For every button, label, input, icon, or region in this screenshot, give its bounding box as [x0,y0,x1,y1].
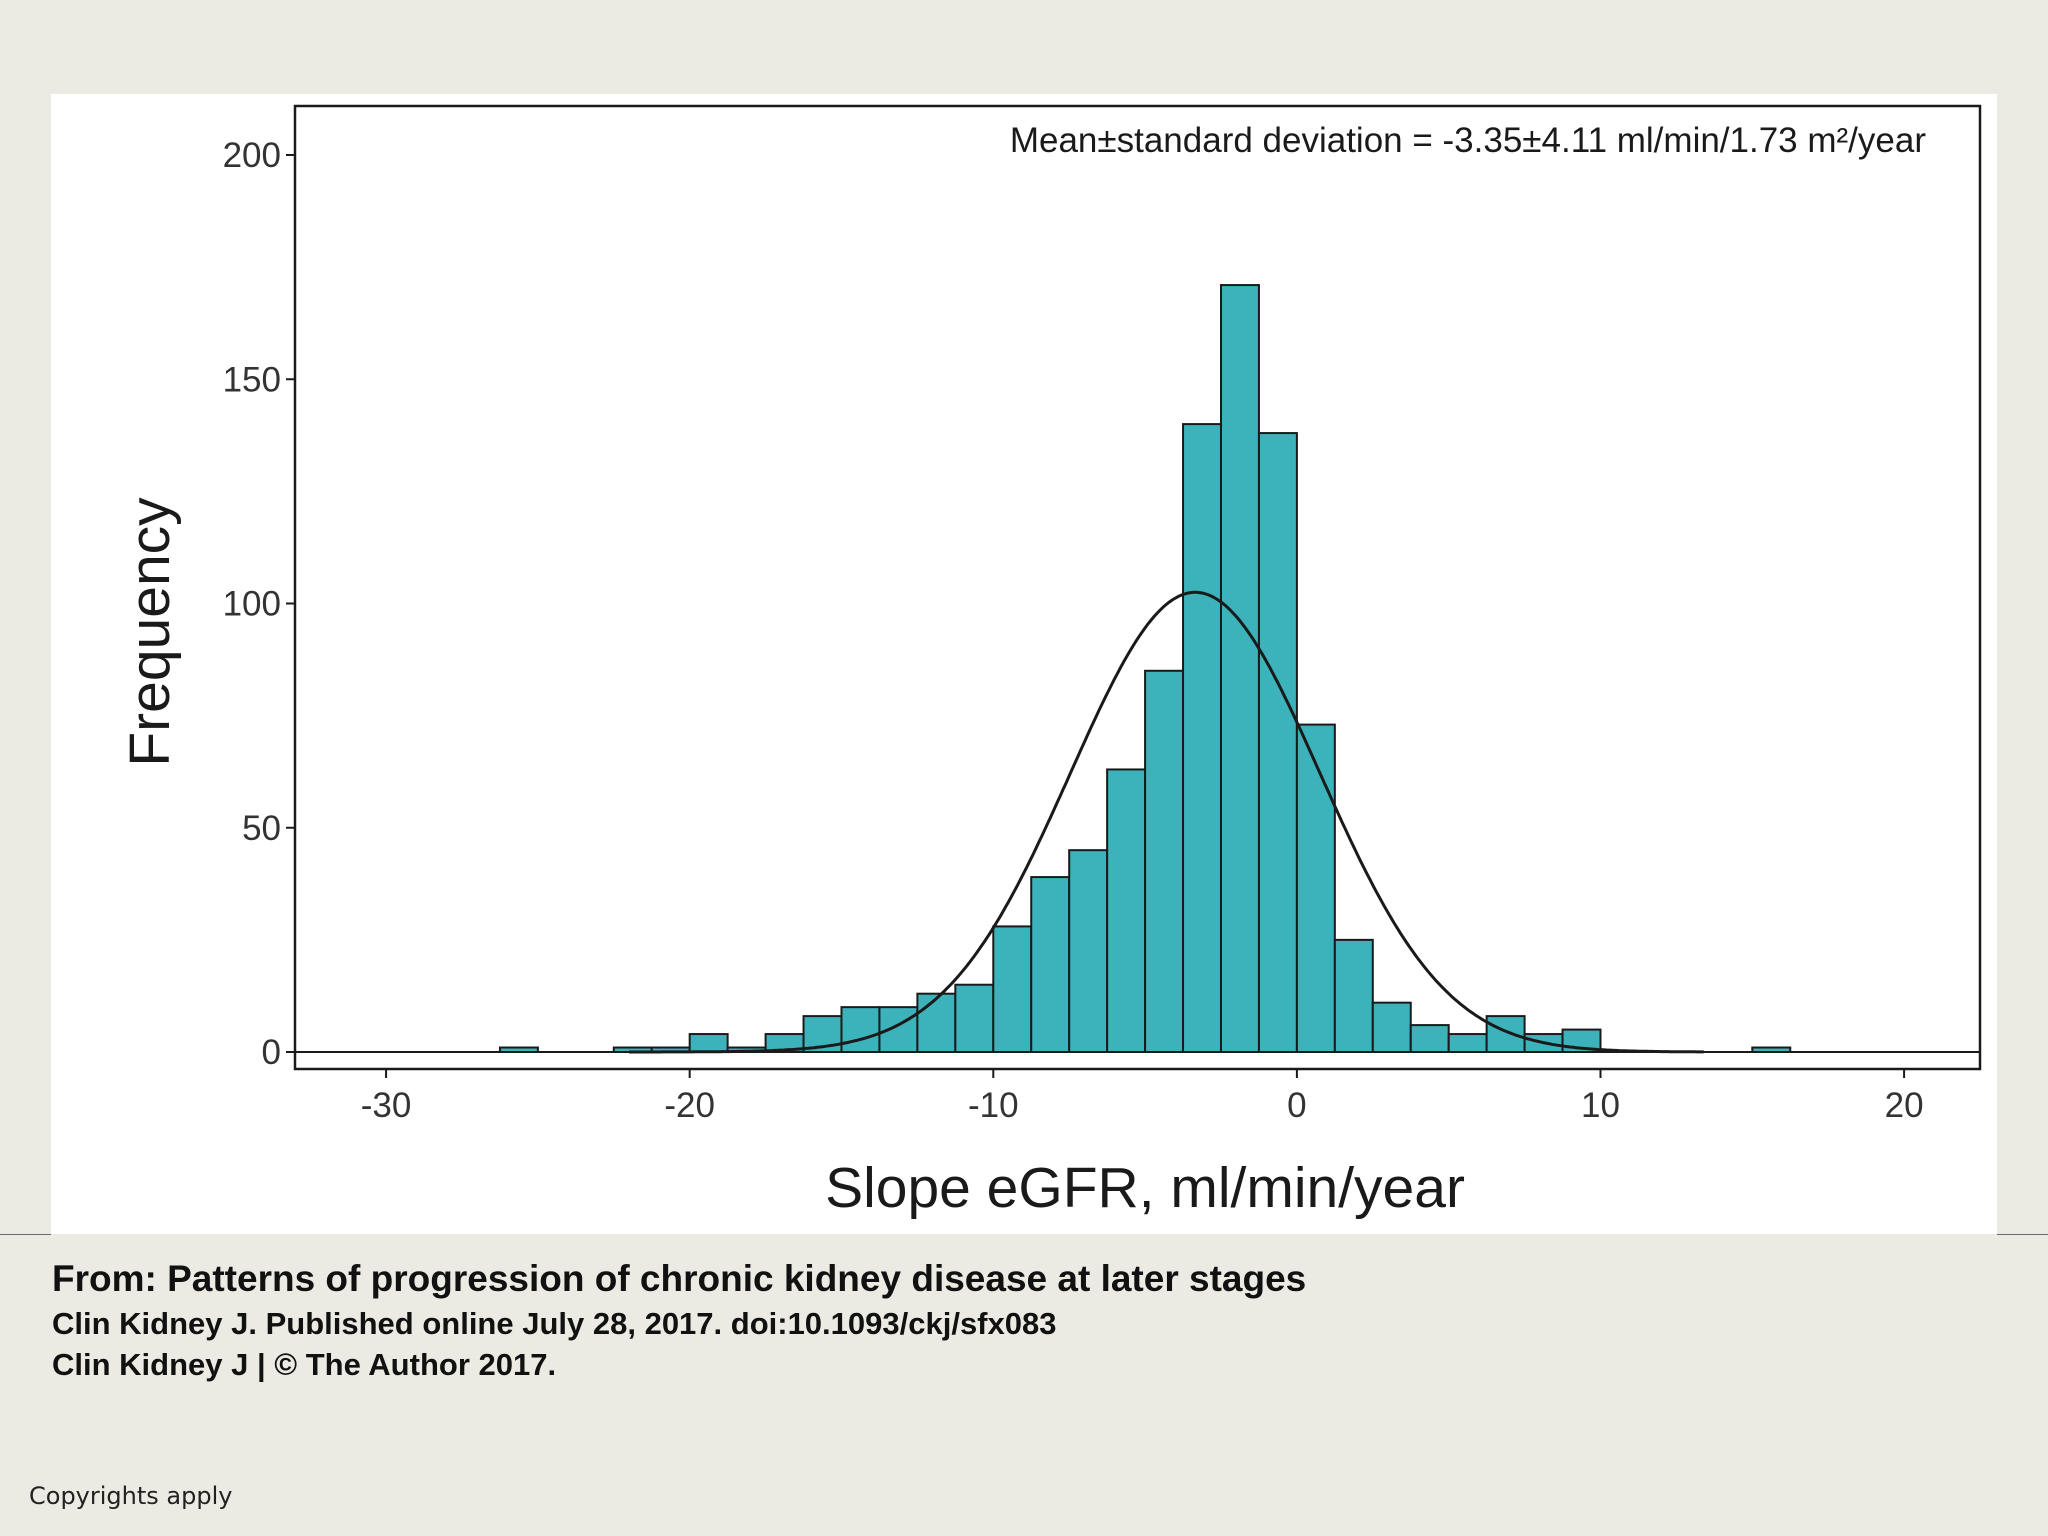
caption-rights: Clin Kidney J | © The Author 2017. [52,1347,557,1382]
x-tick-label: 20 [1885,1086,1924,1125]
x-axis-label: Slope eGFR, ml/min/year [825,1156,1465,1220]
caption-title: From: Patterns of progression of chronic… [52,1258,1307,1299]
y-tick-label: 50 [242,809,281,848]
x-tick-label: -20 [664,1086,715,1125]
histogram-bar [1182,423,1222,1054]
histogram-bar [954,983,995,1053]
bars-layer [295,284,1980,1054]
divider-left [0,1234,51,1235]
histogram-bar [1333,938,1374,1053]
y-tick-label: 0 [262,1033,281,1072]
histogram-bar [1219,284,1260,1053]
histogram-bar [840,1006,881,1054]
histogram-bar [916,992,957,1054]
histogram-bar [1068,849,1109,1053]
histogram-bar [1030,876,1071,1054]
histogram-bar [1447,1033,1488,1053]
x-tick-label: 10 [1581,1086,1620,1125]
histogram-bar [1295,723,1336,1053]
histogram-bar [992,925,1033,1053]
normal-curve [629,590,1704,1054]
histogram-bar [1144,669,1185,1054]
y-axis-label: Frequency [118,497,182,767]
x-tick-label: -30 [361,1086,412,1125]
histogram-bar [1409,1024,1450,1054]
histogram-bar [688,1033,729,1053]
figure-panel: -30 -20 -10 0 10 20 0 50 100 150 200 Mean±standard… [51,94,1997,1234]
x-tick-label: 0 [1287,1086,1306,1125]
histogram-bar [1257,432,1298,1053]
x-tick-label: -10 [968,1086,1019,1125]
y-tick-label: 150 [223,360,281,399]
caption-journal: Clin Kidney J. Published online July 28,… [52,1306,1057,1341]
histogram-bar [1106,768,1147,1053]
histogram-bar [1485,1015,1526,1053]
y-tick-label: 100 [223,585,281,624]
plot-frame [293,104,1982,1071]
histogram-bar [1371,1001,1412,1053]
copyright-notice: Copyrights apply [29,1482,233,1510]
y-tick-label: 200 [223,136,281,175]
figure-caption: From: Patterns of progression of chronic… [52,1255,1306,1385]
stats-annotation: Mean±standard deviation = -3.35±4.11 ml/… [1010,121,1926,160]
divider-right [1997,1234,2048,1235]
